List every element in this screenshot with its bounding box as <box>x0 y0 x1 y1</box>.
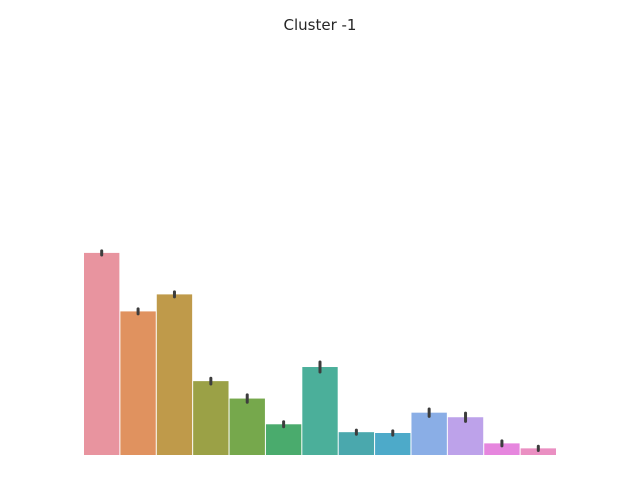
bar-6 <box>265 424 302 455</box>
bar-2 <box>120 311 156 455</box>
bar-9 <box>375 433 411 455</box>
bar-3 <box>156 294 193 455</box>
error-bars-group <box>100 249 540 452</box>
bar-10 <box>411 412 447 455</box>
bar-7 <box>302 367 338 455</box>
bar-12 <box>484 443 520 455</box>
bar-8 <box>338 432 375 455</box>
bar-4 <box>193 381 229 455</box>
chart-title: Cluster -1 <box>284 16 357 34</box>
bar-11 <box>447 417 484 455</box>
bar-5 <box>229 398 265 455</box>
bar-1 <box>84 252 120 455</box>
bars-group <box>84 252 556 455</box>
